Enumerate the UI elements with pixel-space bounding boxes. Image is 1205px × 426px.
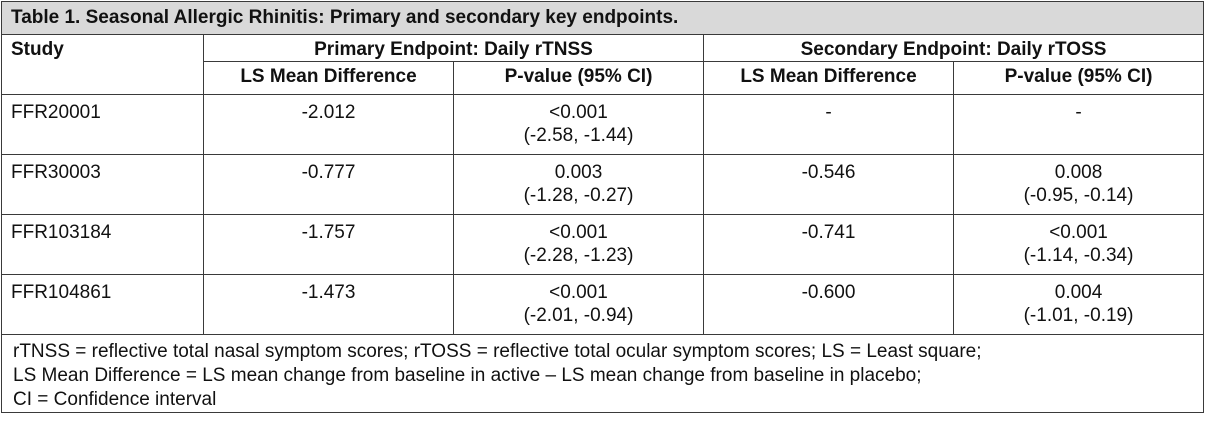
table-row: FFR30003 -0.777 0.003 (-1.28, -0.27) -0.… [1,154,1205,215]
primary-pvalue-cell: <0.001 (-2.28, -1.23) [453,214,704,275]
secondary-pvalue: 0.004 [1054,282,1103,303]
footnote-line: CI = Confidence interval [13,389,217,410]
secondary-pvalue-cell: 0.008 (-0.95, -0.14) [952,154,1205,215]
footnote-line: LS Mean Difference = LS mean change from… [13,365,922,386]
secondary-ci: (-1.14, -0.34) [1023,245,1134,266]
header-secondary-pvalue: P-value (95% CI) [952,61,1205,95]
secondary-pvalue: 0.008 [1054,162,1103,183]
footnote-line: rTNSS = reflective total nasal symptom s… [13,341,982,362]
header-primary-endpoint: Primary Endpoint: Daily rTNSS [203,34,704,62]
secondary-pvalue: - [1075,102,1082,123]
table-footnote: rTNSS = reflective total nasal symptom s… [0,334,1205,413]
primary-pvalue: 0.003 [554,162,603,183]
primary-pvalue: <0.001 [549,102,608,123]
study-name: FFR20001 [1,94,204,155]
header-secondary-endpoint: Secondary Endpoint: Daily rTOSS [702,34,1205,62]
study-name: FFR104861 [1,274,204,335]
header-primary-pvalue: P-value (95% CI) [453,61,704,95]
table-row: FFR20001 -2.012 <0.001 (-2.58, -1.44) - … [1,94,1205,155]
primary-ci: (-2.01, -0.94) [523,305,634,326]
table-title: Table 1. Seasonal Allergic Rhinitis: Pri… [0,1,1205,35]
secondary-ci: (-0.95, -0.14) [1023,185,1134,206]
primary-pvalue: <0.001 [549,282,608,303]
header-study: Study [1,34,204,95]
primary-pvalue: <0.001 [549,222,608,243]
secondary-ls-mean-value: -0.741 [703,214,954,275]
header-secondary-ls-mean: LS Mean Difference [703,61,954,95]
secondary-pvalue-cell: <0.001 (-1.14, -0.34) [952,214,1205,275]
primary-ls-mean-value: -1.473 [203,274,454,335]
primary-ls-mean-value: -2.012 [203,94,454,155]
primary-pvalue-cell: 0.003 (-1.28, -0.27) [453,154,704,215]
secondary-pvalue: <0.001 [1049,222,1108,243]
secondary-pvalue-cell: - [952,94,1205,155]
primary-ls-mean-value: -1.757 [203,214,454,275]
primary-pvalue-cell: <0.001 (-2.01, -0.94) [453,274,704,335]
table-row: FFR104861 -1.473 <0.001 (-2.01, -0.94) -… [1,274,1205,335]
table-row: FFR103184 -1.757 <0.001 (-2.28, -1.23) -… [1,214,1205,275]
primary-ci: (-2.58, -1.44) [523,125,634,146]
primary-pvalue-cell: <0.001 (-2.58, -1.44) [453,94,704,155]
primary-ls-mean-value: -0.777 [203,154,454,215]
header-primary-ls-mean: LS Mean Difference [203,61,454,95]
secondary-ls-mean-value: - [703,94,954,155]
secondary-ls-mean-value: -0.546 [703,154,954,215]
endpoints-table: Table 1. Seasonal Allergic Rhinitis: Pri… [0,1,1205,413]
study-name: FFR103184 [1,214,204,275]
primary-ci: (-2.28, -1.23) [523,245,634,266]
secondary-ls-mean-value: -0.600 [703,274,954,335]
study-name: FFR30003 [1,154,204,215]
primary-ci: (-1.28, -0.27) [523,185,634,206]
secondary-ci: (-1.01, -0.19) [1023,305,1134,326]
secondary-pvalue-cell: 0.004 (-1.01, -0.19) [952,274,1205,335]
